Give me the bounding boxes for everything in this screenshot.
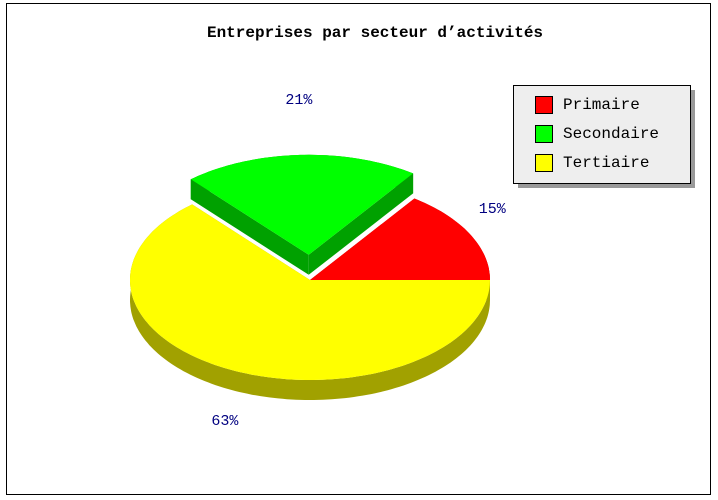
chart-title: Entreprises par secteur d’activités (207, 24, 543, 42)
legend-swatch (535, 96, 553, 114)
data-label: 21% (285, 92, 313, 109)
legend-swatch (535, 125, 553, 143)
data-label: 63% (211, 413, 239, 430)
slice (190, 154, 414, 255)
slice-side (190, 179, 309, 275)
legend-swatch (535, 154, 553, 172)
legend-label: Secondaire (563, 125, 659, 143)
slice (310, 198, 490, 280)
legend-label: Tertiaire (563, 154, 649, 172)
legend-label: Primaire (563, 96, 640, 114)
slice (130, 204, 490, 380)
data-label: 15% (479, 201, 507, 218)
slice-side (308, 173, 414, 275)
